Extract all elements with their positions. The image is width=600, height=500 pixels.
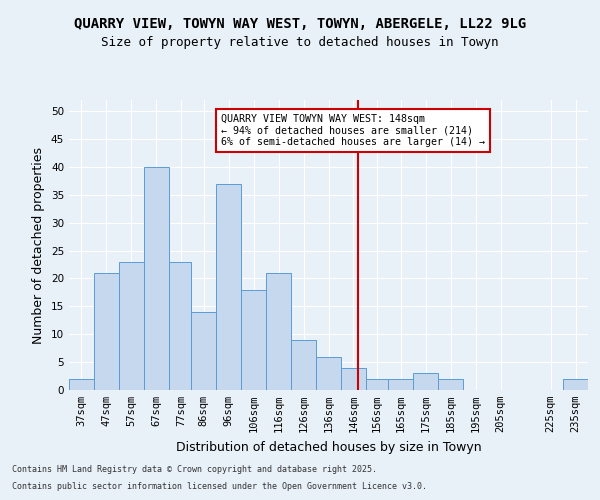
Bar — [266, 273, 291, 390]
Y-axis label: Number of detached properties: Number of detached properties — [32, 146, 46, 344]
Bar — [438, 379, 463, 390]
Bar — [191, 312, 216, 390]
Bar — [241, 290, 266, 390]
Bar — [216, 184, 241, 390]
Bar — [169, 262, 191, 390]
Text: Size of property relative to detached houses in Towyn: Size of property relative to detached ho… — [101, 36, 499, 49]
Text: Contains HM Land Registry data © Crown copyright and database right 2025.: Contains HM Land Registry data © Crown c… — [12, 466, 377, 474]
Bar — [94, 273, 119, 390]
Bar — [316, 356, 341, 390]
Bar — [563, 379, 588, 390]
Bar — [413, 374, 438, 390]
Bar — [69, 379, 94, 390]
Bar — [366, 379, 388, 390]
Bar — [341, 368, 366, 390]
Bar — [291, 340, 316, 390]
Text: QUARRY VIEW, TOWYN WAY WEST, TOWYN, ABERGELE, LL22 9LG: QUARRY VIEW, TOWYN WAY WEST, TOWYN, ABER… — [74, 18, 526, 32]
Text: QUARRY VIEW TOWYN WAY WEST: 148sqm
← 94% of detached houses are smaller (214)
6%: QUARRY VIEW TOWYN WAY WEST: 148sqm ← 94%… — [221, 114, 485, 147]
Bar — [388, 379, 413, 390]
Bar — [119, 262, 144, 390]
Bar — [144, 167, 169, 390]
Text: Contains public sector information licensed under the Open Government Licence v3: Contains public sector information licen… — [12, 482, 427, 491]
X-axis label: Distribution of detached houses by size in Towyn: Distribution of detached houses by size … — [176, 440, 481, 454]
